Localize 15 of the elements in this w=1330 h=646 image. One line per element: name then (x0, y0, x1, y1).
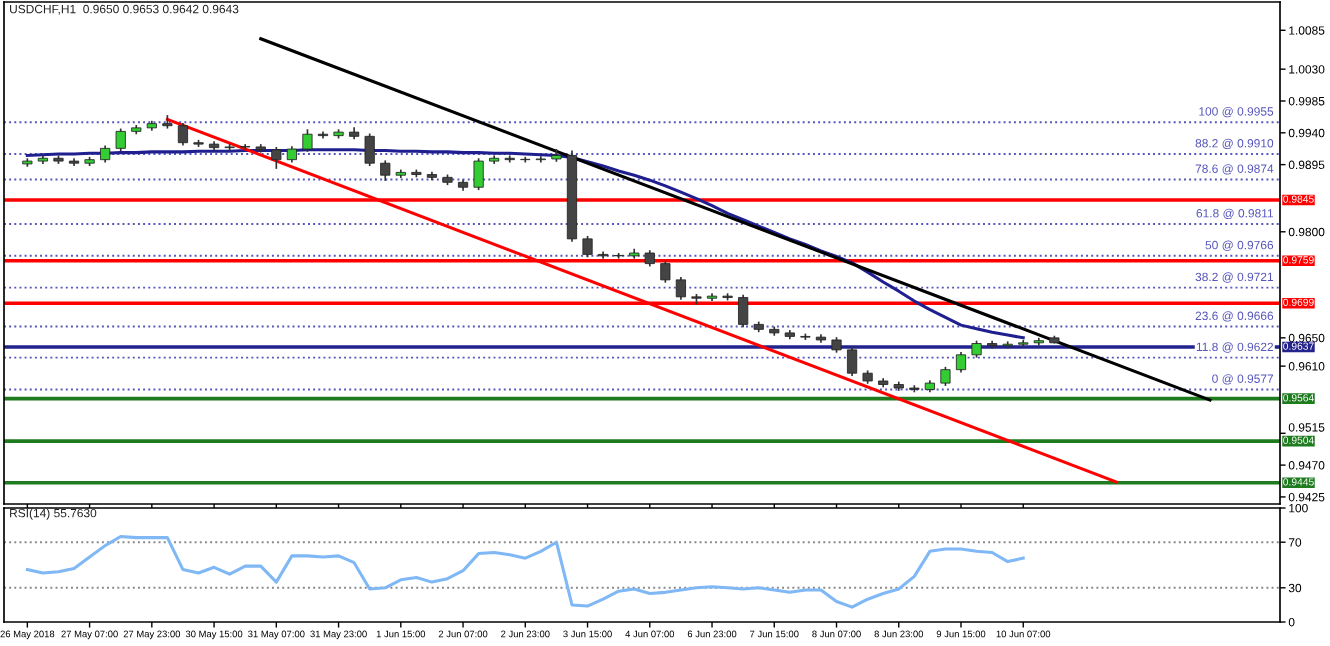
candlestick (271, 146, 282, 170)
candlestick (955, 351, 967, 374)
candlestick (177, 122, 189, 147)
candlestick (582, 235, 593, 259)
line-series (25, 534, 1025, 609)
candlestick (675, 276, 686, 301)
candlestick (473, 157, 484, 191)
candlestick (364, 132, 375, 167)
candlestick (302, 128, 313, 153)
candlestick (940, 365, 951, 387)
candlestick (380, 159, 391, 182)
candlestick (738, 293, 749, 329)
candlestick (846, 346, 858, 377)
candlestick (660, 259, 671, 284)
candlestick (115, 127, 126, 153)
